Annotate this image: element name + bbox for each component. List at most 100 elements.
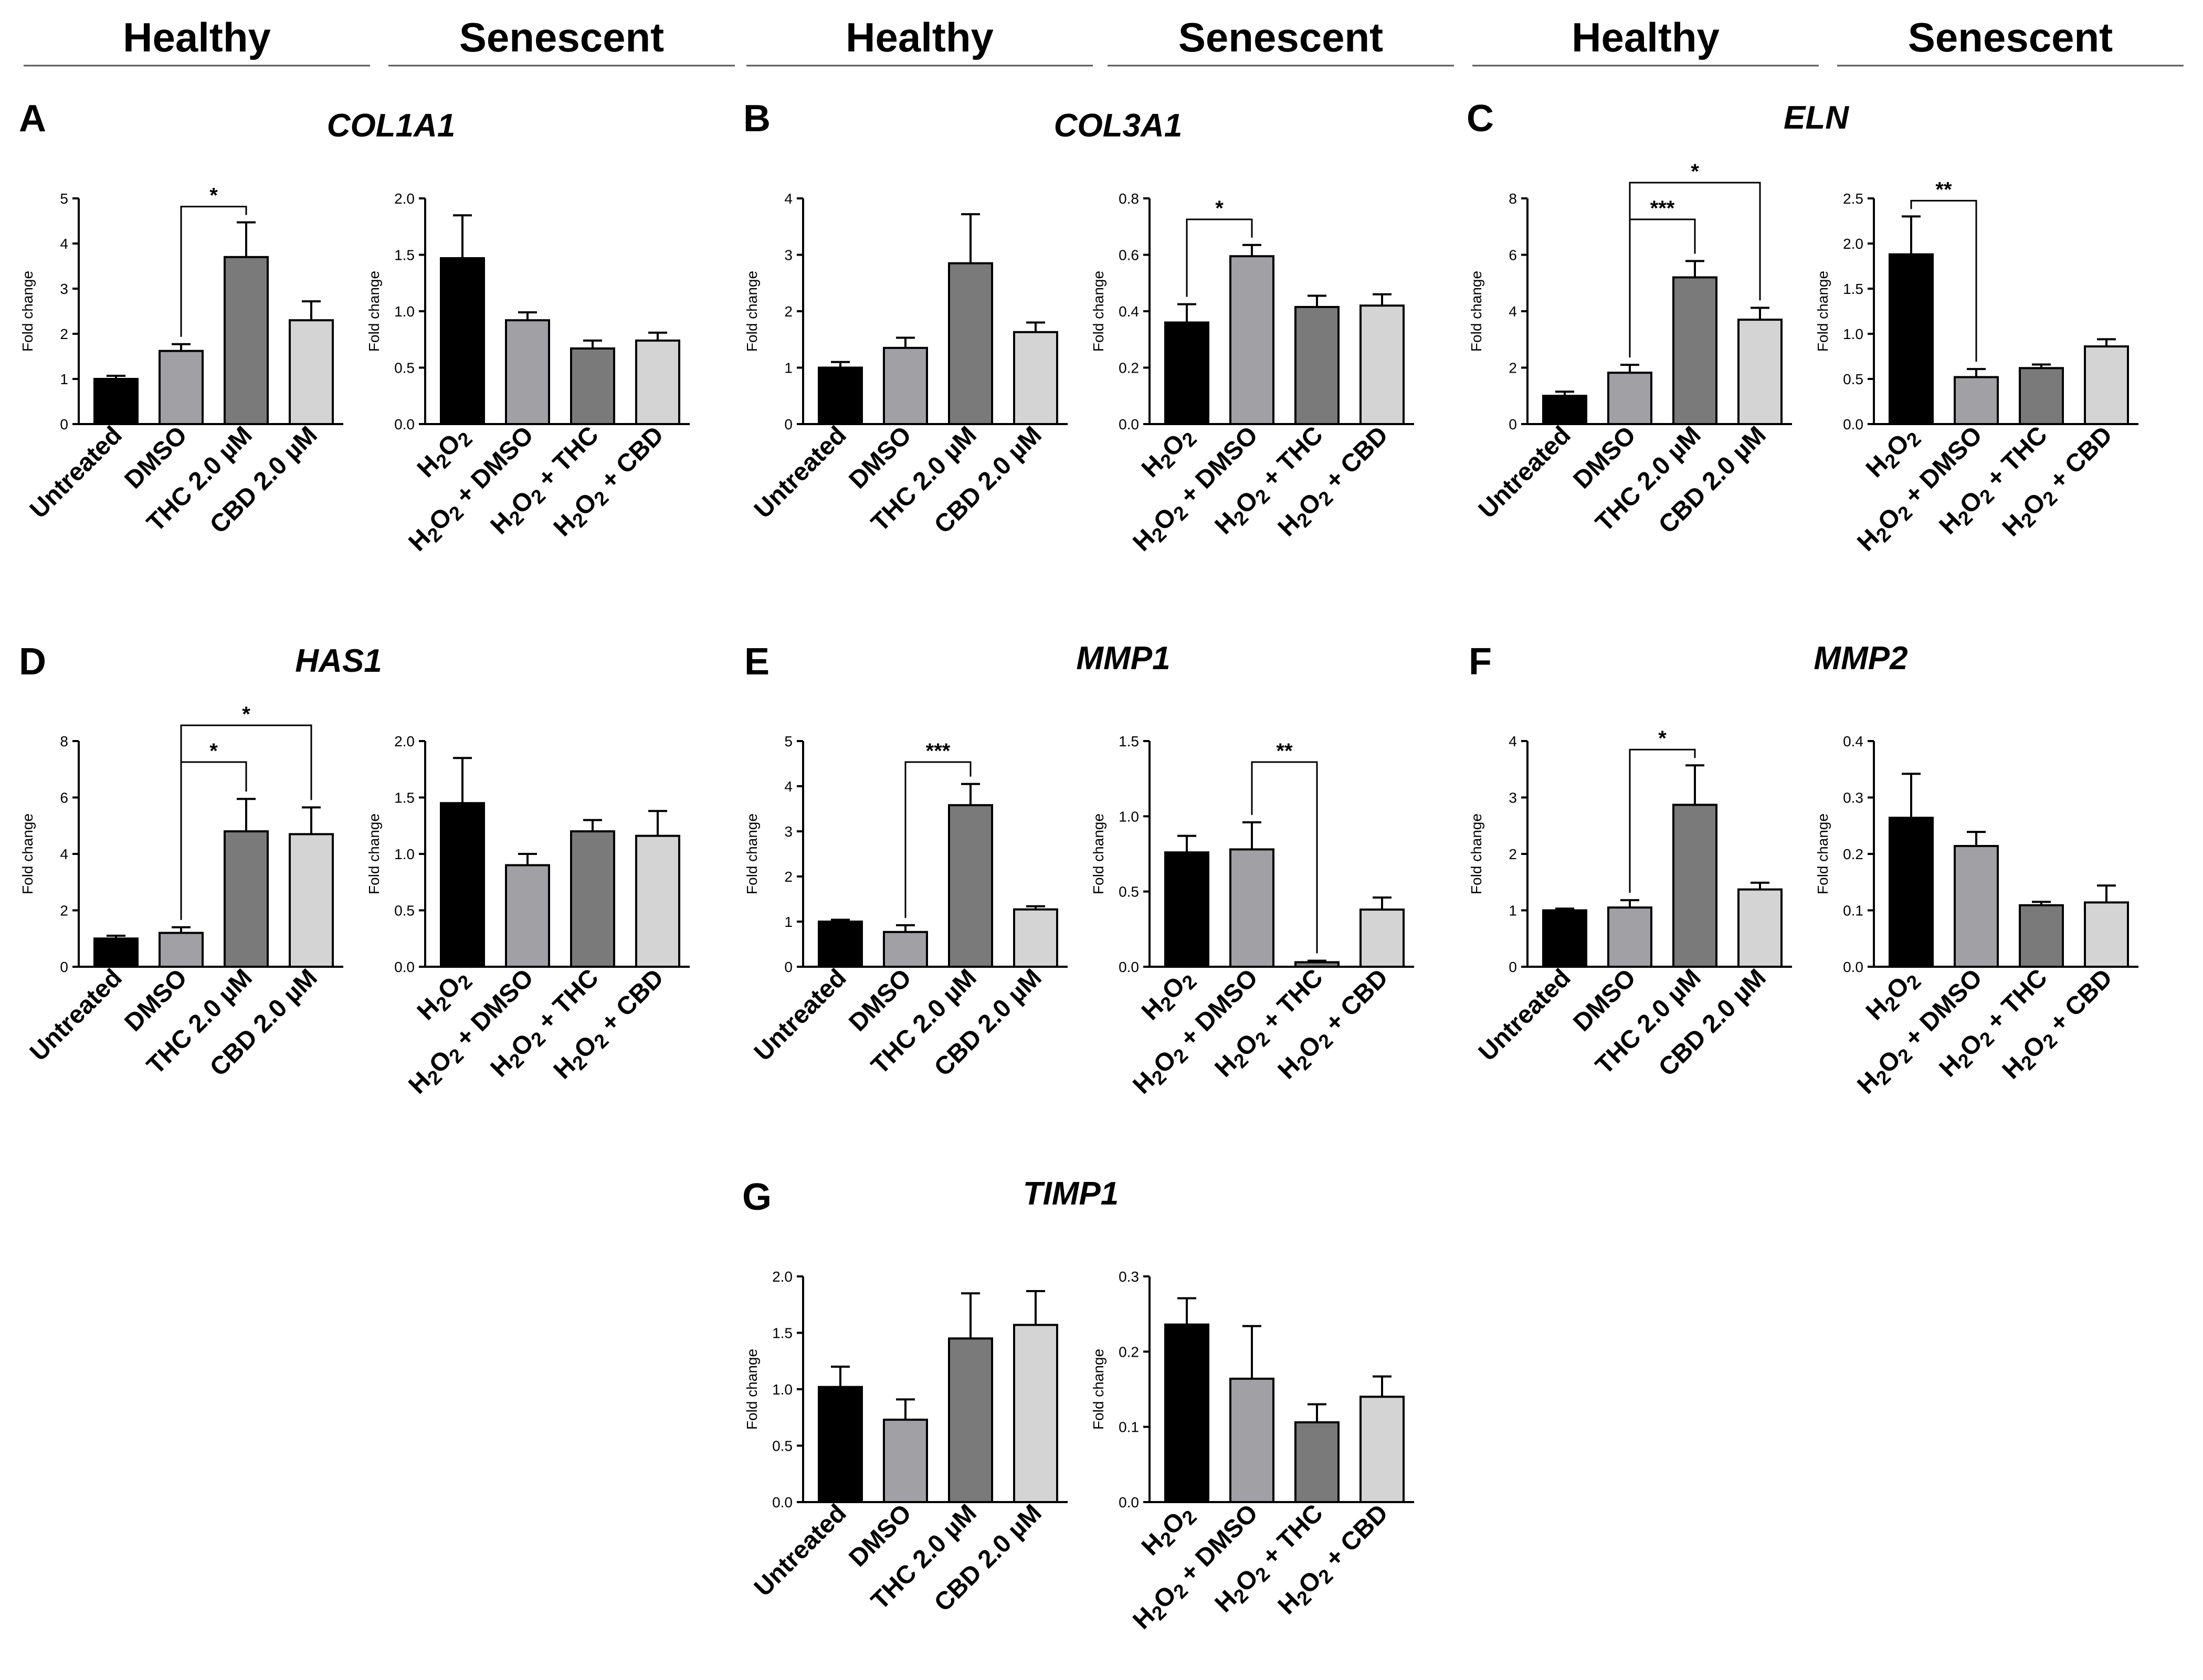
y-tick-label: 2 <box>1509 846 1517 862</box>
y-tick-label: 0.3 <box>1119 1269 1139 1285</box>
gene-title: ELN <box>1784 100 1849 136</box>
bar <box>1737 319 1783 425</box>
y-tick-label: 2.0 <box>394 191 415 207</box>
panel-letter: E <box>744 641 770 683</box>
y-axis-label: Fold change <box>1468 271 1484 352</box>
bar <box>289 319 334 426</box>
y-tick-label: 2.5 <box>1843 191 1863 207</box>
significance-label: *** <box>1650 197 1675 220</box>
bar <box>1672 276 1717 425</box>
bar <box>1164 851 1209 968</box>
bar <box>1164 1323 1209 1504</box>
y-tick-label: 1.5 <box>772 1325 793 1341</box>
bar <box>818 366 863 425</box>
y-tick-label: 0.1 <box>1119 1419 1139 1435</box>
y-tick-label: 1.5 <box>394 790 415 806</box>
y-axis-label: Fold change <box>744 813 760 894</box>
y-tick-label: 1.0 <box>772 1381 793 1398</box>
bar <box>1542 909 1587 968</box>
y-tick-label: 4 <box>784 191 793 207</box>
gene-title: MMP1 <box>1076 640 1170 677</box>
y-tick-label: 0.5 <box>394 360 415 376</box>
bar <box>1889 253 1934 425</box>
y-tick-label: 4 <box>60 846 68 862</box>
bar <box>159 350 204 425</box>
y-tick-label: 1.0 <box>394 846 415 862</box>
bar <box>635 339 680 426</box>
y-tick-label: 0.6 <box>1119 247 1139 263</box>
y-tick-label: 0 <box>1509 416 1517 432</box>
panel-letter: F <box>1469 641 1492 683</box>
y-tick-label: 0 <box>784 959 793 975</box>
y-tick-label: 2.0 <box>772 1269 793 1285</box>
panel-letter: B <box>743 98 771 140</box>
y-tick-label: 0 <box>1509 959 1517 975</box>
y-axis-label: Fold change <box>1090 813 1106 894</box>
bar <box>2084 901 2129 968</box>
bar <box>1542 395 1587 425</box>
significance-label: * <box>1215 197 1224 220</box>
y-tick-label: 0.3 <box>1843 790 1863 806</box>
bar <box>1359 304 1405 425</box>
y-tick-label: 1 <box>784 914 793 930</box>
y-tick-label: 0.0 <box>394 959 415 975</box>
bar <box>1954 376 1999 425</box>
y-tick-label: 4 <box>1509 733 1517 749</box>
y-tick-label: 2 <box>784 869 793 885</box>
bar <box>1013 908 1058 968</box>
significance-label: * <box>1658 727 1667 750</box>
y-tick-label: 3 <box>1509 790 1517 806</box>
y-tick-label: 3 <box>60 281 68 297</box>
y-tick-label: 0.0 <box>1119 959 1139 975</box>
y-tick-label: 1 <box>1509 903 1517 919</box>
bar <box>289 833 334 968</box>
y-tick-label: 0.1 <box>1843 903 1863 919</box>
bar <box>93 937 139 968</box>
y-tick-label: 5 <box>784 733 793 749</box>
bar <box>948 262 993 425</box>
y-tick-label: 5 <box>60 191 68 207</box>
significance-bracket <box>180 724 312 920</box>
y-tick-label: 4 <box>60 236 68 252</box>
y-tick-label: 1 <box>784 360 793 376</box>
group-header: Senescent <box>1178 14 1383 60</box>
y-tick-label: 0.5 <box>1119 884 1139 900</box>
y-tick-label: 2 <box>784 303 793 320</box>
y-axis-label: Fold change <box>744 271 760 352</box>
panel-letter: C <box>1467 98 1494 140</box>
bar <box>159 932 204 968</box>
bar <box>883 931 928 968</box>
bar <box>570 347 615 426</box>
significance-bracket <box>1186 218 1253 297</box>
y-tick-label: 6 <box>60 790 68 806</box>
category-label: Untreated <box>25 421 128 524</box>
y-tick-label: 0.0 <box>1843 959 1863 975</box>
gene-title: COL1A1 <box>327 108 456 144</box>
y-axis-label: Fold change <box>1468 813 1484 894</box>
bar <box>1013 1324 1058 1503</box>
bar <box>818 921 863 968</box>
bar <box>635 834 680 968</box>
y-tick-label: 0 <box>784 416 793 432</box>
significance-bracket <box>1251 761 1318 954</box>
bar <box>1013 331 1058 426</box>
bar <box>2019 904 2064 968</box>
bar <box>570 830 615 968</box>
y-axis-label: Fold change <box>1090 271 1106 352</box>
y-tick-label: 0.4 <box>1843 733 1863 749</box>
significance-label: ** <box>1935 178 1952 201</box>
significance-label: ** <box>1276 739 1293 763</box>
bar <box>1737 888 1783 968</box>
